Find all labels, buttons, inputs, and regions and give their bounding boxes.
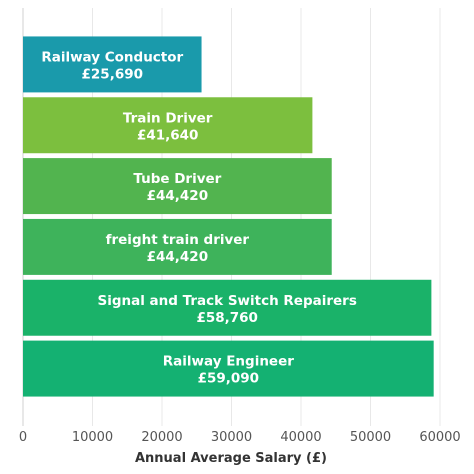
bar <box>23 36 202 93</box>
bar-category-label: Railway Conductor <box>41 49 183 65</box>
x-tick-label: 40000 <box>280 430 321 445</box>
bar <box>23 218 332 275</box>
x-axis-ticks: 0 10000 20000 30000 40000 50000 60000 <box>19 430 461 445</box>
bars: Railway Conductor£25,690 Train Driver£41,… <box>23 36 434 397</box>
bar-value-label: £41,640 <box>137 127 199 143</box>
bar-category-label: Tube Driver <box>133 171 221 187</box>
x-tick-label: 50000 <box>350 430 391 445</box>
bar-value-label: £59,090 <box>198 371 260 387</box>
x-tick-label: 60000 <box>419 430 460 445</box>
bar-value-label: £25,690 <box>82 66 144 82</box>
bar <box>23 279 432 336</box>
x-tick-label: 0 <box>19 430 27 445</box>
bar-category-label: Railway Engineer <box>163 354 294 370</box>
bar <box>23 158 332 215</box>
bar <box>23 97 313 154</box>
x-tick-label: 30000 <box>211 430 252 445</box>
bar-value-label: £58,760 <box>196 310 258 326</box>
bar <box>23 340 434 397</box>
x-axis-title: Annual Average Salary (£) <box>135 451 327 466</box>
bar-category-label: Train Driver <box>123 110 213 126</box>
bar-value-label: £44,420 <box>147 249 209 265</box>
bar-value-label: £44,420 <box>147 188 209 204</box>
x-tick-label: 10000 <box>72 430 113 445</box>
bar-category-label: freight train driver <box>106 232 250 248</box>
bar-category-label: Signal and Track Switch Repairers <box>98 293 357 309</box>
x-tick-label: 20000 <box>141 430 182 445</box>
